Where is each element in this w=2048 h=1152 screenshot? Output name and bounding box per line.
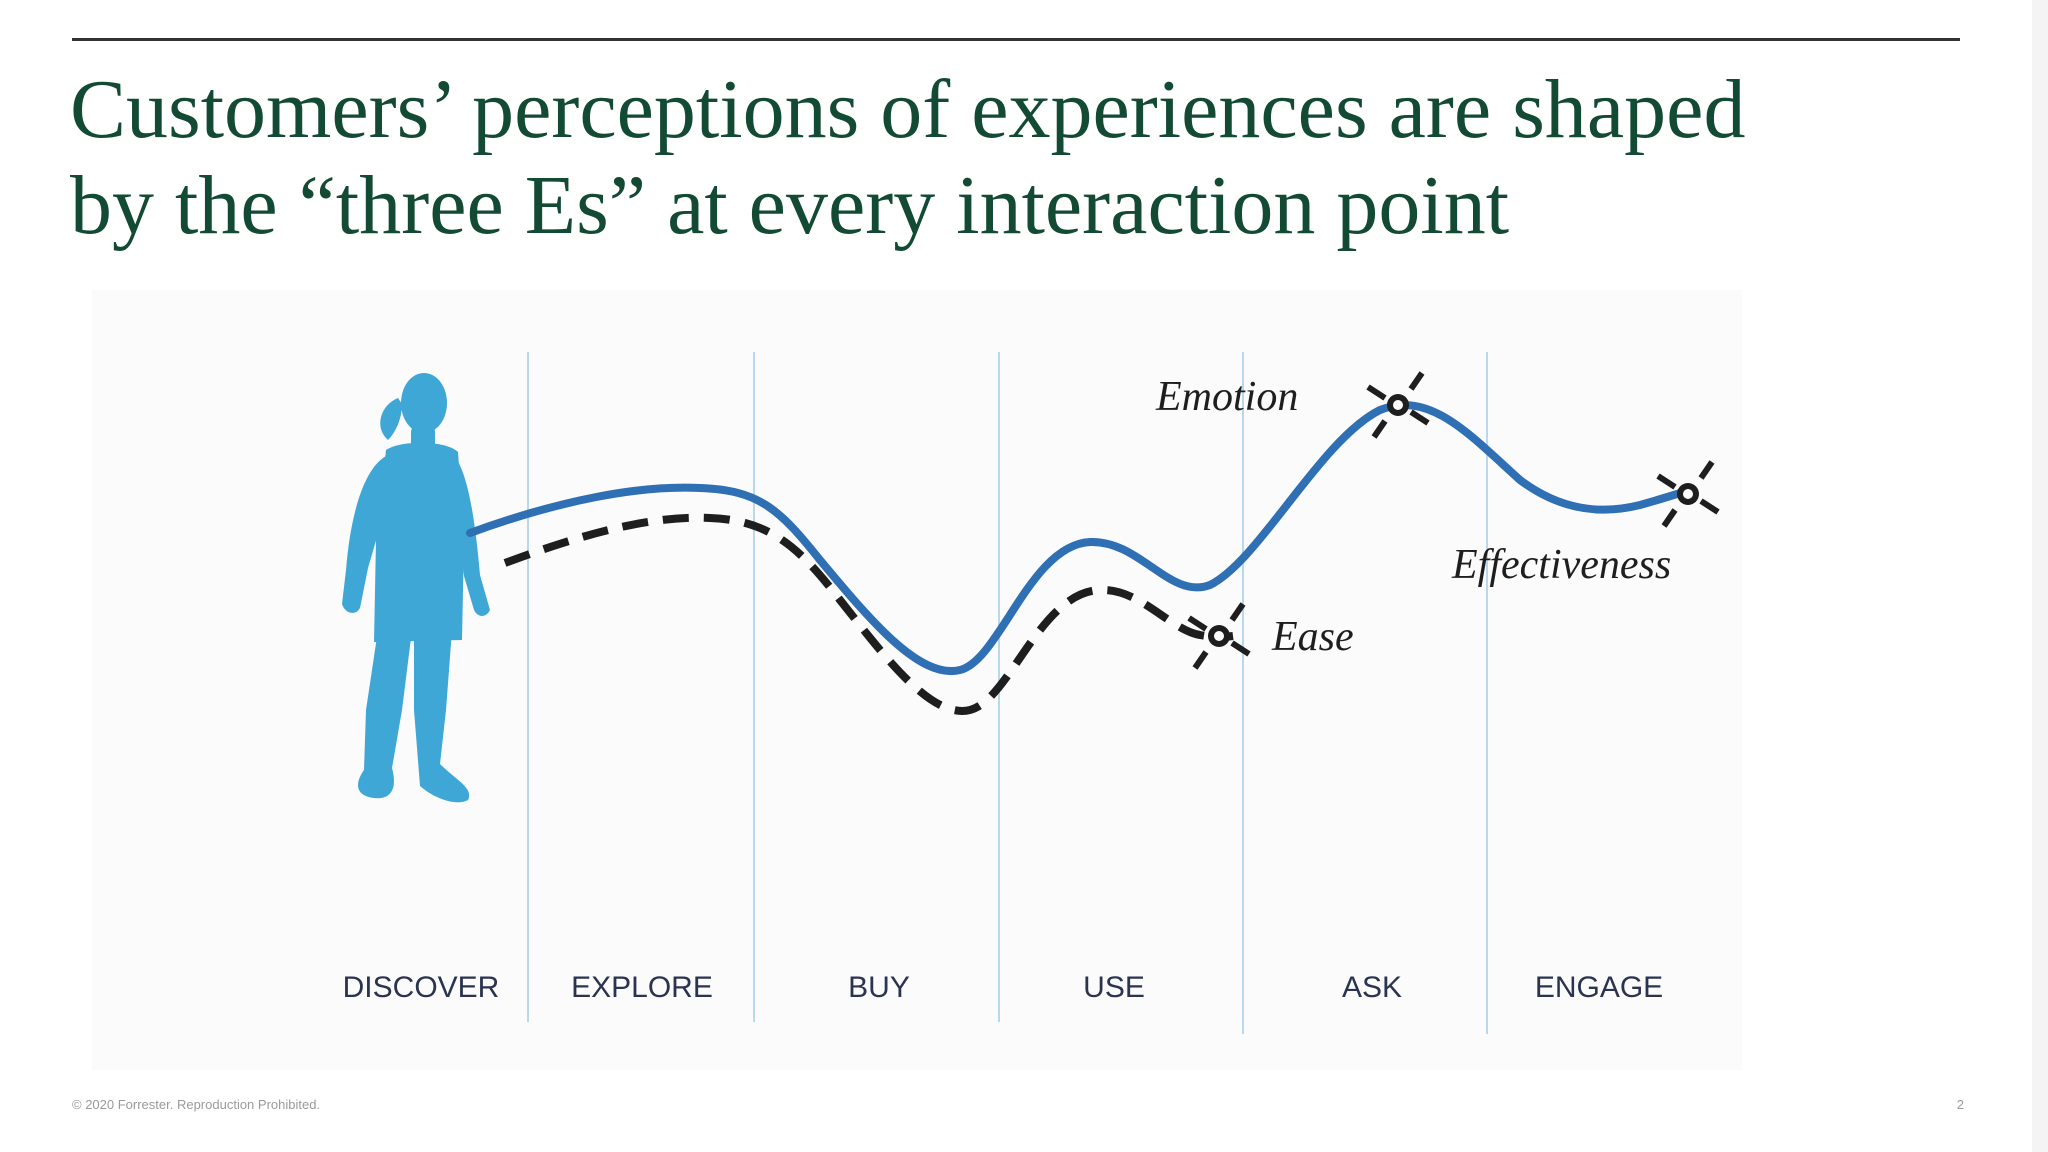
page-title: Customers’ perceptions of experiences ar… [70,62,1950,254]
stage-label-use: USE [1083,971,1145,1004]
stage-label-explore: EXPLORE [571,971,713,1004]
window-edge [2032,0,2048,1152]
stage-label-ask: ASK [1342,971,1402,1004]
stage-label-buy: BUY [848,971,910,1004]
diagram-panel [92,290,1742,1070]
title-line-1: Customers’ perceptions of experiences ar… [70,63,1746,156]
effectiveness-marker-icon [1656,460,1720,528]
emotion-curve [466,401,1694,676]
emotion-label: Emotion [1155,374,1298,420]
customer-icon [342,373,490,803]
ease-label: Ease [1271,614,1354,660]
stage-label-engage: ENGAGE [1535,971,1663,1004]
title-line-2: by the “three Es” at every interaction p… [70,159,1510,252]
stage-label-discover: DISCOVER [343,971,500,1004]
emotion-marker-icon [1366,371,1430,439]
ease-marker-icon [1187,602,1251,670]
title-rule [72,38,1960,41]
copyright-footer: © 2020 Forrester. Reproduction Prohibite… [72,1097,321,1112]
effectiveness-label: Effectiveness [1451,542,1671,588]
stage-dividers [527,352,1488,1034]
page-number: 2 [1956,1097,1964,1112]
